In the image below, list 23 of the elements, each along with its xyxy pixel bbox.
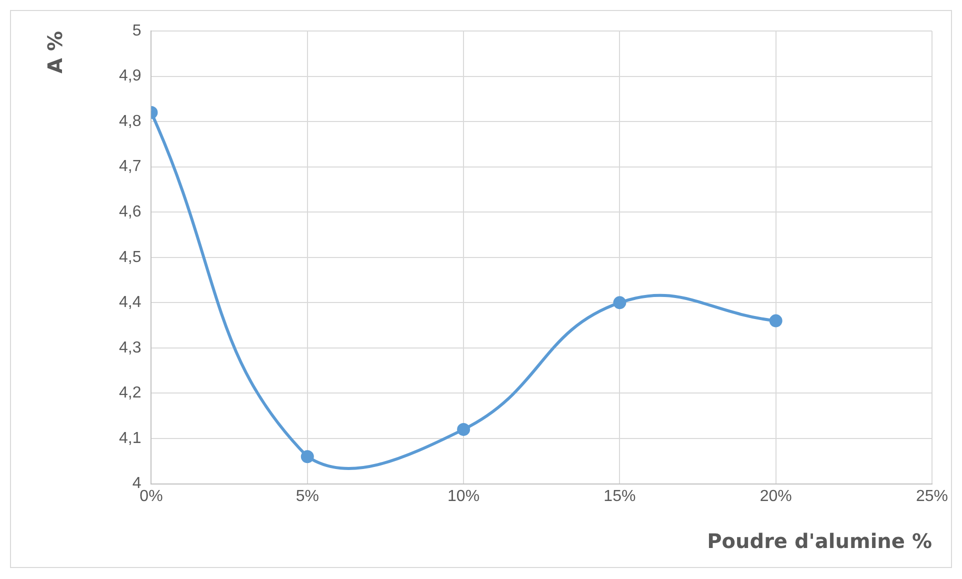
y-tick-label: 4,4 (118, 294, 142, 312)
y-tick-label: 4,2 (118, 384, 142, 402)
y-axis-title: A % (43, 31, 68, 74)
x-tick-label: 10% (448, 488, 480, 505)
x-tick-label: 15% (604, 488, 636, 505)
y-tick-label: 4 (132, 475, 142, 492)
y-tick-label: 4,9 (118, 68, 142, 85)
x-tick-label: 25% (916, 488, 948, 505)
x-tick-label: 5% (296, 488, 319, 505)
y-tick-label: 4,8 (118, 112, 142, 130)
point (613, 296, 626, 310)
y-tick-label: 4,1 (118, 430, 142, 447)
y-tick-label: 4,6 (118, 204, 142, 221)
x-axis-title: Poudre d'alumine % (707, 529, 932, 554)
y-tick-label: 5 (132, 22, 142, 40)
point (300, 450, 314, 464)
x-tick-label: 0% (140, 488, 163, 505)
point (457, 422, 470, 436)
y-tick-label: 4,5 (118, 248, 142, 266)
x-tick-label: 20% (760, 488, 792, 505)
point (769, 314, 782, 328)
y-tick-label: 4,7 (118, 158, 142, 176)
y-tick-label: 4,3 (118, 339, 142, 356)
